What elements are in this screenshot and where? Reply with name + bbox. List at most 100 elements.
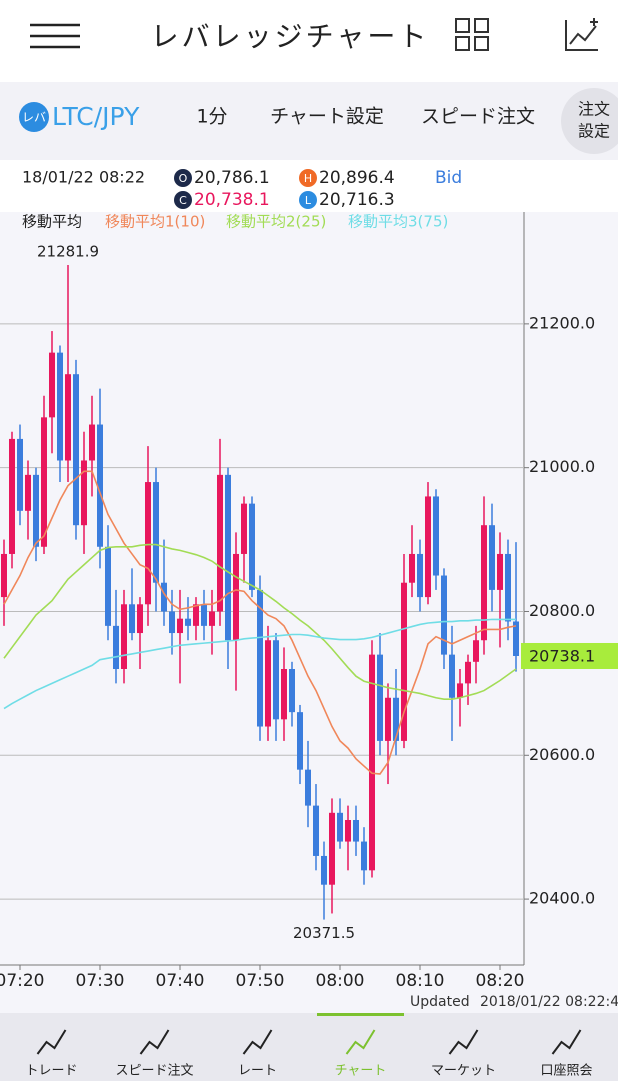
candle-body bbox=[169, 611, 175, 634]
candle-body bbox=[409, 553, 415, 583]
low-icon bbox=[299, 191, 317, 209]
tab-icon[interactable] bbox=[345, 1028, 376, 1056]
x-tick-label: 07:40 bbox=[156, 971, 205, 991]
candle-body bbox=[121, 604, 127, 670]
max-label: 21281.9 bbox=[37, 242, 99, 260]
tab-label[interactable]: チャート bbox=[335, 1064, 387, 1079]
candle-body bbox=[89, 424, 95, 461]
legend-title: 移動平均 bbox=[22, 213, 82, 231]
layout-button[interactable] bbox=[455, 18, 489, 51]
page-title: レバレッジチャート bbox=[151, 20, 430, 53]
candle-body bbox=[33, 474, 39, 547]
candle-body bbox=[425, 496, 431, 598]
candle-body bbox=[281, 669, 287, 720]
candle-body bbox=[73, 374, 79, 526]
y-tick-label: 21000.0 bbox=[529, 457, 595, 476]
candle-body bbox=[361, 841, 367, 871]
candle-body bbox=[353, 819, 359, 842]
candle-body bbox=[1, 553, 7, 598]
y-tick-label: 20600.0 bbox=[529, 745, 595, 764]
candle-body bbox=[273, 640, 279, 720]
candle-body bbox=[41, 417, 47, 547]
legend-entry: 移動平均3(75) bbox=[348, 213, 448, 231]
tab-icon-glyph bbox=[139, 1029, 170, 1055]
updated-label: Updated bbox=[410, 994, 470, 1010]
open-icon bbox=[174, 169, 192, 187]
tab-icon-glyph bbox=[242, 1029, 273, 1055]
info-datetime: 18/01/22 08:22 bbox=[22, 168, 145, 187]
low-icon-text: L bbox=[305, 194, 312, 207]
tab-icon[interactable] bbox=[551, 1028, 582, 1056]
close-icon-text: C bbox=[179, 194, 187, 207]
info-open: 20,786.1 bbox=[194, 168, 270, 188]
x-tick-label: 08:00 bbox=[316, 971, 365, 991]
tab-label[interactable]: マーケット bbox=[431, 1064, 496, 1079]
toolbar-bg bbox=[0, 82, 618, 160]
min-label: 20371.5 bbox=[293, 924, 355, 942]
candle-body bbox=[81, 460, 87, 526]
tab-icon[interactable] bbox=[139, 1028, 170, 1056]
candle-body bbox=[257, 589, 263, 727]
tab-label[interactable]: 口座照会 bbox=[540, 1064, 592, 1079]
tab-icon-glyph bbox=[448, 1029, 479, 1055]
candle-body bbox=[305, 769, 311, 806]
moving-average-line bbox=[3, 470, 517, 775]
tab-label[interactable]: レート bbox=[238, 1064, 277, 1079]
chart-settings-button[interactable]: チャート設定 bbox=[270, 106, 384, 128]
candle-body bbox=[241, 503, 247, 554]
candle-body bbox=[233, 553, 239, 641]
chart-bg bbox=[0, 212, 618, 1013]
tab-label[interactable]: スピード注文 bbox=[115, 1064, 193, 1079]
candle-body bbox=[449, 654, 455, 698]
header-bg bbox=[0, 0, 618, 82]
updated-time: 2018/01/22 08:22:4 bbox=[480, 994, 618, 1010]
candle-body bbox=[65, 374, 71, 461]
order-settings-button[interactable] bbox=[561, 88, 618, 154]
candle-body bbox=[17, 438, 23, 511]
candle-body bbox=[433, 496, 439, 576]
candle-body bbox=[201, 604, 207, 626]
pair-name[interactable]: LTC/JPY bbox=[52, 102, 140, 131]
active-tab-indicator bbox=[317, 1013, 404, 1016]
x-tick-label: 07:20 bbox=[0, 971, 45, 991]
menu-button[interactable] bbox=[30, 23, 80, 49]
tab-icon[interactable] bbox=[36, 1028, 67, 1056]
info-close: 20,738.1 bbox=[194, 190, 270, 210]
candle-body bbox=[337, 812, 343, 842]
tab-icon-glyph bbox=[345, 1029, 376, 1055]
candle-body bbox=[313, 805, 319, 856]
tab-bar bbox=[0, 1013, 618, 1081]
candle-body bbox=[297, 712, 303, 770]
candle-body bbox=[129, 604, 135, 634]
candle-body bbox=[401, 582, 407, 741]
candle-body bbox=[209, 611, 215, 626]
candle-body bbox=[345, 819, 351, 842]
candle-body bbox=[473, 640, 479, 662]
candle-body bbox=[161, 582, 167, 612]
speed-order-button[interactable]: スピード注文 bbox=[421, 106, 535, 128]
candle-body bbox=[465, 661, 471, 684]
candle-body bbox=[145, 482, 151, 605]
x-tick-label: 07:50 bbox=[236, 971, 285, 991]
indicator-button[interactable] bbox=[565, 18, 598, 51]
y-tick-label: 20400.0 bbox=[529, 889, 595, 908]
candle-body bbox=[497, 553, 503, 590]
tab-label[interactable]: トレード bbox=[25, 1064, 77, 1079]
candle-body bbox=[385, 697, 391, 741]
candle-body bbox=[513, 621, 519, 656]
candle-body bbox=[185, 618, 191, 626]
close-icon bbox=[174, 191, 192, 209]
candle-body bbox=[329, 812, 335, 885]
open-icon-text: O bbox=[179, 172, 188, 185]
moving-average-line bbox=[3, 543, 517, 701]
candle-body bbox=[289, 669, 295, 713]
high-icon-text: H bbox=[304, 172, 312, 185]
order-settings-text: 注文 bbox=[578, 100, 610, 119]
candle-body bbox=[25, 474, 31, 511]
x-tick-label: 08:20 bbox=[476, 971, 525, 991]
tab-icon[interactable] bbox=[242, 1028, 273, 1056]
current-price-label: 20738.1 bbox=[529, 646, 595, 665]
interval-button[interactable]: 1分 bbox=[196, 106, 227, 128]
tab-icon[interactable] bbox=[448, 1028, 479, 1056]
